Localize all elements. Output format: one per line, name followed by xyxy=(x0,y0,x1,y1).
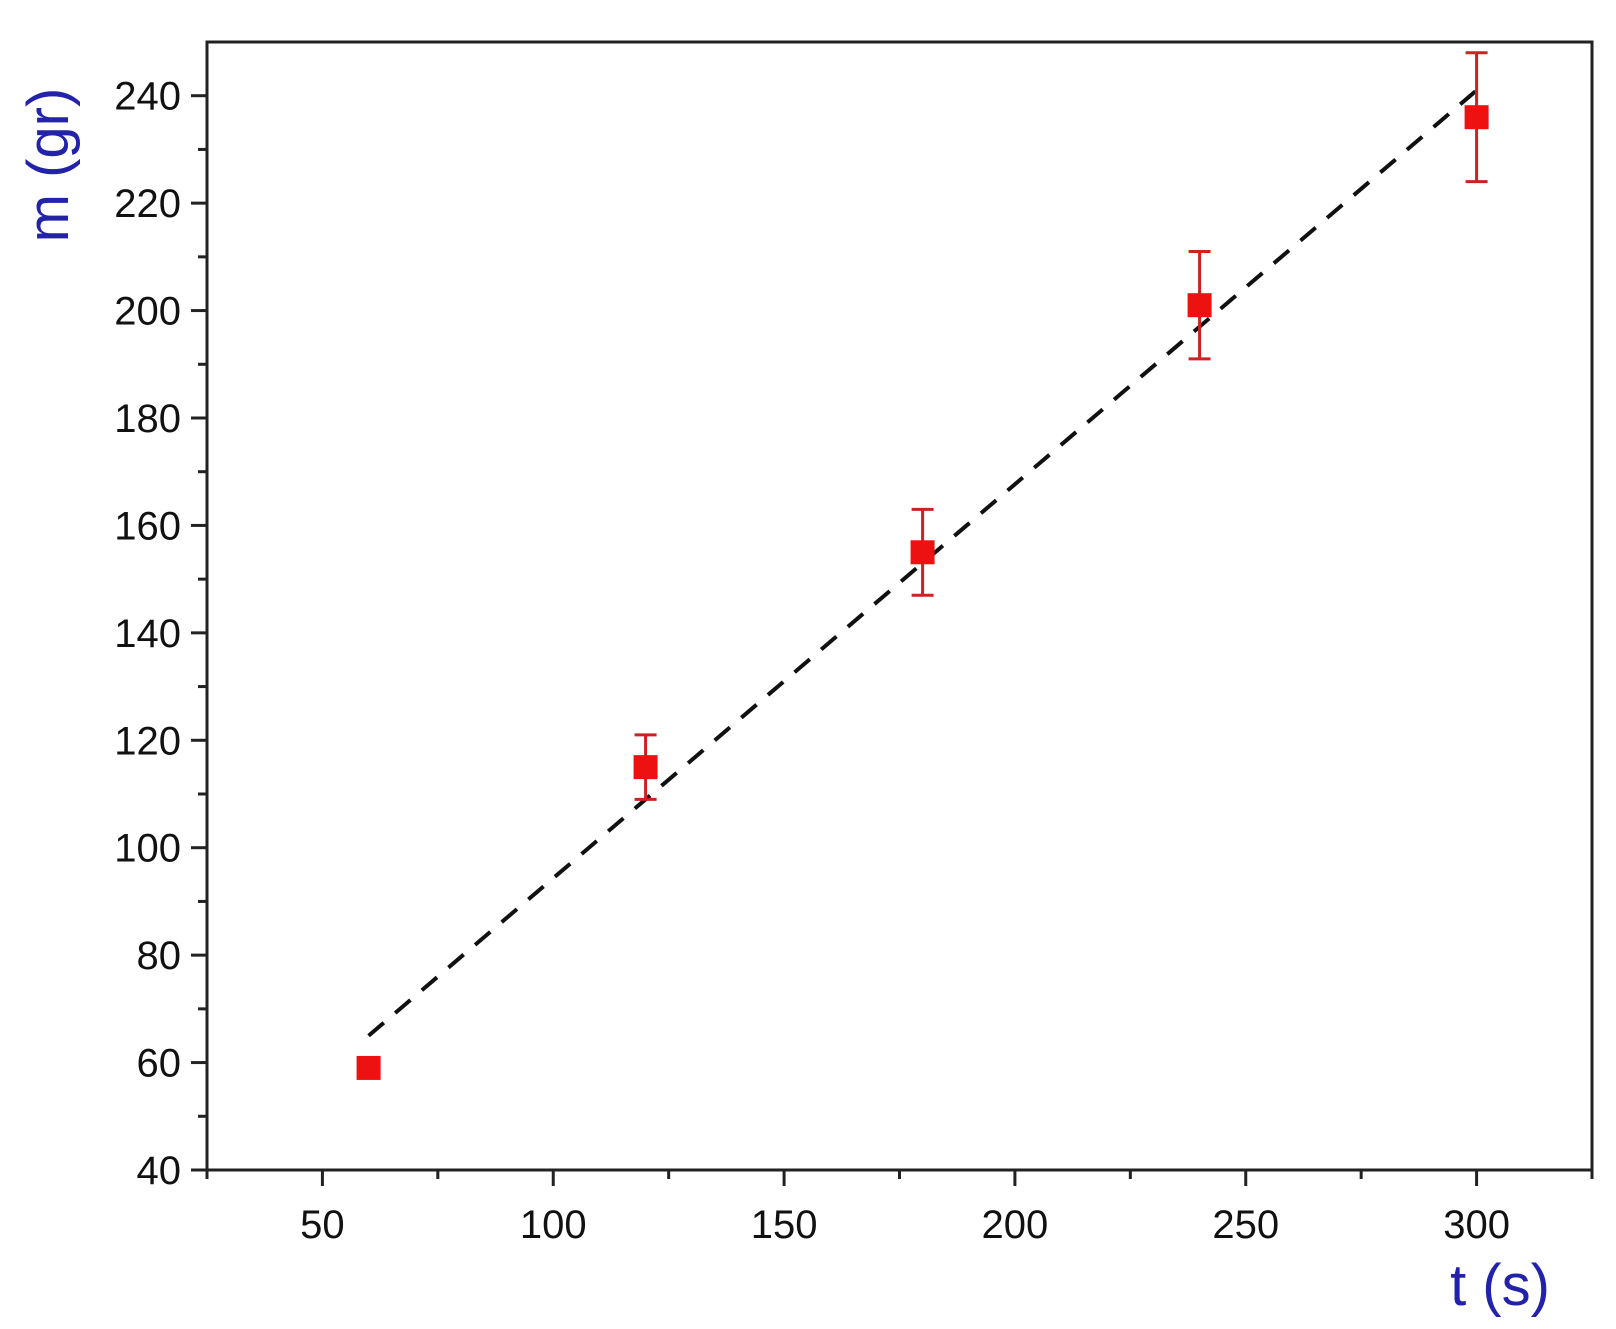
data-point xyxy=(1464,105,1489,130)
x-tick-label: 200 xyxy=(982,1203,1049,1247)
y-tick-label: 120 xyxy=(114,719,181,763)
y-tick-label: 180 xyxy=(114,397,181,441)
y-tick-label: 200 xyxy=(114,290,181,334)
y-tick-label: 220 xyxy=(114,182,181,226)
y-tick-label: 40 xyxy=(137,1149,182,1193)
y-tick-label: 60 xyxy=(137,1042,182,1086)
data-point xyxy=(1187,293,1212,318)
data-point xyxy=(356,1055,381,1080)
plot-frame xyxy=(205,40,1594,1172)
x-tick-label: 150 xyxy=(751,1203,818,1247)
y-axis-ticks: 40 60 80 100 120 140 160 180 200 220 240 xyxy=(114,75,207,1193)
x-tick-label: 300 xyxy=(1443,1203,1510,1247)
y-tick-label: 80 xyxy=(137,934,182,978)
data-point xyxy=(910,540,935,565)
y-tick-label: 100 xyxy=(114,827,181,871)
x-axis-title: t (s) xyxy=(1450,1253,1550,1318)
data-points xyxy=(356,51,1489,1080)
y-tick-label: 160 xyxy=(114,504,181,548)
x-axis-ticks: 50 100 150 200 250 300 xyxy=(205,1170,1594,1247)
x-tick-label: 100 xyxy=(520,1203,587,1247)
x-tick-label: 50 xyxy=(300,1203,345,1247)
y-tick-label: 140 xyxy=(114,612,181,656)
y-tick-label: 240 xyxy=(114,75,181,119)
data-point xyxy=(633,755,658,780)
x-tick-label: 250 xyxy=(1212,1203,1279,1247)
y-axis-title: m (gr) xyxy=(16,88,81,243)
